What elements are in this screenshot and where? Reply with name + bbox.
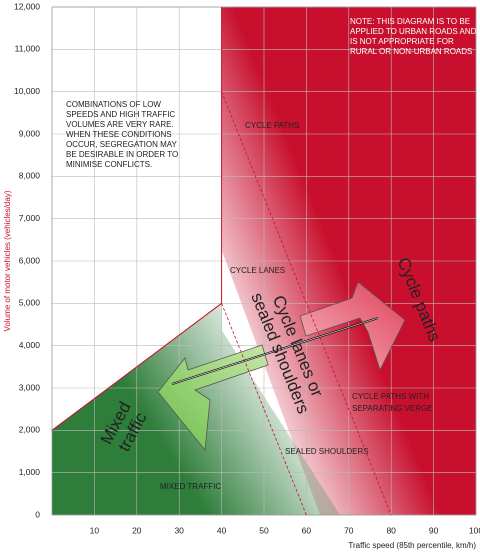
double-arrow-line xyxy=(171,317,379,385)
x-tick-label: 10 xyxy=(90,525,100,535)
red-arrow xyxy=(299,281,406,372)
zone-label: SEPARATING VERGE xyxy=(352,404,433,413)
y-tick-label: 4,000 xyxy=(19,340,41,350)
zone-label: CYCLE PATHS WITH xyxy=(352,392,429,401)
x-tick-label: 80 xyxy=(386,525,396,535)
y-tick-label: 11,000 xyxy=(15,44,41,54)
note-line: NOTE: THIS DIAGRAM IS TO BE xyxy=(350,17,470,26)
note-line: BE DESIRABLE IN ORDER TO xyxy=(66,150,178,159)
y-tick-label: 5,000 xyxy=(19,298,41,308)
boundary-line xyxy=(221,91,392,516)
y-tick-label: 3,000 xyxy=(19,382,41,392)
note-line: MINIMISE CONFLICTS. xyxy=(66,160,152,169)
grid xyxy=(51,6,477,516)
note-line: WHEN THESE CONDITIONS xyxy=(66,130,172,139)
zone-label: SEALED SHOULDERS xyxy=(285,447,369,456)
y-axis-label: Volume of motor vehicles (vehicles/day) xyxy=(3,190,12,331)
zone-label: MIXED TRAFFIC xyxy=(160,482,221,491)
y-tick-label: 10,000 xyxy=(14,86,40,96)
y-tick-label: 12,000 xyxy=(14,1,40,11)
y-tick-label: 0 xyxy=(35,509,40,519)
note-line: COMBINATIONS OF LOW xyxy=(66,100,161,109)
y-tick-label: 1,000 xyxy=(19,467,41,477)
note-line: SPEEDS AND HIGH TRAFFIC xyxy=(66,110,175,119)
x-tick-label: 50 xyxy=(259,525,269,535)
note-line: OCCUR, SEGREGATION MAY xyxy=(66,140,177,149)
note: COMBINATIONS OF LOW SPEEDS AND HIGH TRAFF… xyxy=(66,100,178,169)
note-line: APPLIED TO URBAN ROADS AND xyxy=(350,27,477,36)
plot-frame xyxy=(51,6,477,516)
x-tick-label: 30 xyxy=(174,525,184,535)
x-tick-label: 20 xyxy=(132,525,142,535)
zone-label: CYCLE LANES xyxy=(230,266,285,275)
note-line: VOLUMES ARE VERY RARE. xyxy=(66,120,174,129)
x-tick-label: 70 xyxy=(344,525,354,535)
y-tick-label: 9,000 xyxy=(19,128,41,138)
note-line: RURAL OR NON-URBAN ROADS xyxy=(350,47,472,56)
x-tick-label: 100 xyxy=(469,525,480,535)
x-axis-label: Traffic speed (85th percentile, km/h) xyxy=(348,541,476,550)
y-tick-label: 6,000 xyxy=(19,255,41,265)
x-tick-label: 90 xyxy=(429,525,439,535)
note-line: IS NOT APPROPRIATE FOR xyxy=(350,37,454,46)
y-tick-label: 7,000 xyxy=(19,213,41,223)
y-tick-label: 8,000 xyxy=(19,171,41,181)
boundary-line xyxy=(221,303,307,516)
x-tick-label: 40 xyxy=(217,525,227,535)
green-arrow xyxy=(157,344,269,452)
y-tick-label: 2,000 xyxy=(19,425,41,435)
zone-label: CYCLE PATHS xyxy=(245,121,299,130)
note: NOTE: THIS DIAGRAM IS TO BE APPLIED TO UR… xyxy=(350,17,477,56)
x-tick-label: 60 xyxy=(302,525,312,535)
